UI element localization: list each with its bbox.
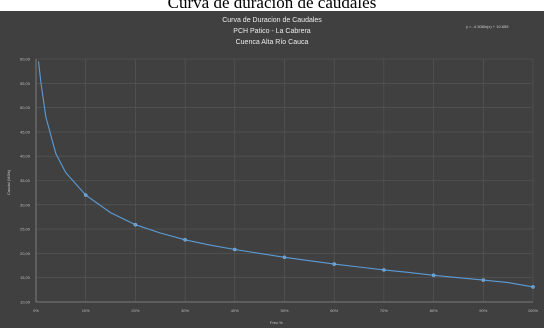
y-tick-label: 55,00	[20, 81, 31, 86]
x-tick-label: 20%	[131, 308, 139, 313]
y-tick-label: 50,00	[20, 105, 31, 110]
x-tick-label: 30%	[181, 308, 189, 313]
data-point	[332, 262, 337, 266]
figure-caption: Curva de duracion de caudales	[167, 0, 377, 12]
x-tick-label: 50%	[280, 308, 288, 313]
y-tick-label: 40,00	[20, 154, 31, 159]
trendline-equation: y = -4.308ln(x) + 10.655	[466, 24, 509, 29]
data-point	[183, 237, 187, 242]
y-axis-label: Caudal (M3/s)	[6, 169, 11, 195]
chart-subtitle: PCH Patico - La Cabrera	[233, 28, 311, 35]
chart-subtitle-2: Cuenca Alta Río Cauca	[235, 39, 309, 46]
chart-plot: 10,00 15,00 20,00 25,00 30,00 35,00 40,00 45,00…	[20, 57, 539, 314]
y-tick-label: 15,00	[20, 275, 31, 280]
x-tick-label: 10%	[82, 308, 90, 313]
series-layer	[37, 61, 535, 289]
data-point	[282, 255, 287, 260]
y-tick-label: 35,00	[20, 178, 31, 183]
data-point	[83, 193, 88, 197]
x-tick-label: 80%	[430, 308, 438, 313]
y-tick-label: 60,00	[20, 57, 31, 62]
x-axis-label: Frec.%	[270, 320, 283, 325]
grid-layer	[35, 58, 534, 303]
chart-panel: 10,00 15,00 20,00 25,00 30,00 35,00 40,00 45,00…	[0, 11, 544, 328]
x-tick-label: 70%	[380, 308, 388, 313]
x-tick-label: 0%	[33, 308, 39, 313]
y-tick-label: 45,00	[20, 129, 31, 134]
axis-layer: 10,00 15,00 20,00 25,00 30,00 35,00 40,00 45,00…	[20, 57, 539, 314]
chart-title: Curva de Duracion de Caudales	[222, 17, 322, 24]
data-point	[481, 278, 486, 282]
y-tick-label: 25,00	[20, 227, 31, 232]
x-tick-label: 100%	[528, 308, 539, 313]
y-tick-label: 20,00	[20, 251, 31, 256]
x-tick-label: 90%	[479, 308, 487, 313]
x-tick-label: 40%	[231, 308, 239, 313]
y-tick-label: 10,00	[20, 300, 31, 305]
data-point	[431, 273, 436, 278]
y-tick-label: 30,00	[20, 202, 31, 207]
data-point	[382, 268, 386, 272]
x-tick-label: 60%	[330, 308, 338, 313]
series-line	[37, 61, 534, 288]
data-point	[133, 222, 138, 227]
data-point	[531, 285, 535, 289]
data-point	[232, 247, 237, 252]
